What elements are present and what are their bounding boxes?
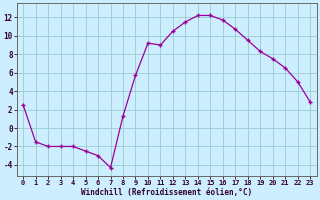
X-axis label: Windchill (Refroidissement éolien,°C): Windchill (Refroidissement éolien,°C) [81, 188, 252, 197]
